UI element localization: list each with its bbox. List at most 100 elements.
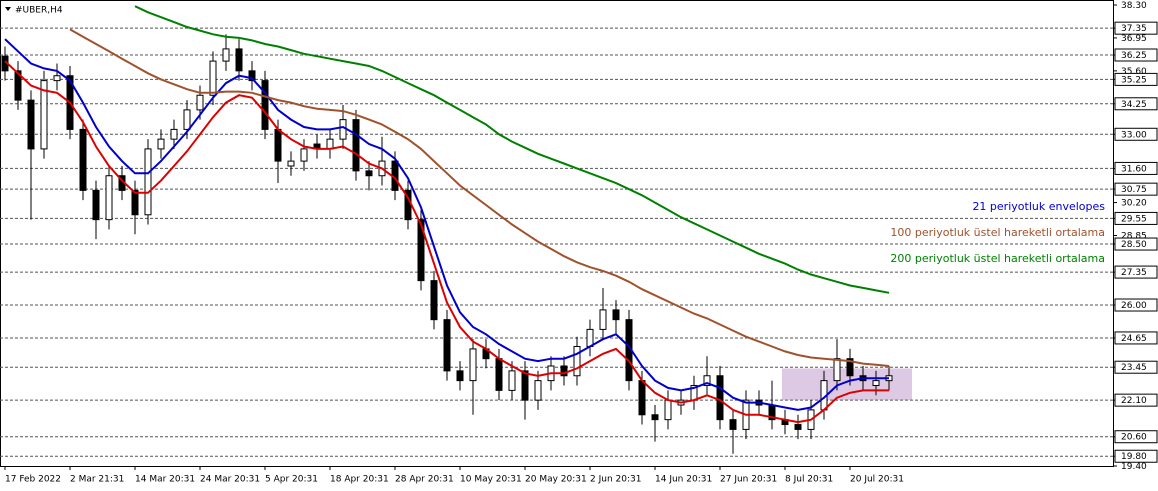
candle-body (92, 189, 100, 221)
y-tick-label: 22.10 (1121, 396, 1147, 406)
candle-body (599, 309, 607, 330)
candle-body (521, 370, 529, 401)
x-tick-label: 2 Jun 20:31 (590, 475, 641, 485)
candle-body (222, 48, 230, 62)
x-tick-label: 8 Jul 20:31 (785, 475, 833, 485)
series-line-lower (4, 60, 889, 424)
y-tick-label: 34.25 (1121, 100, 1147, 110)
y-tick-label: 36.25 (1121, 51, 1147, 61)
y-level-box (1114, 430, 1158, 444)
y-tick-label: 31.60 (1121, 164, 1147, 174)
y-level-box (1114, 161, 1158, 175)
candle-body (612, 309, 620, 321)
menu-arrow[interactable] (5, 7, 11, 11)
candle-body (157, 138, 165, 150)
y-level-box (1114, 331, 1158, 345)
y-level-box (1114, 48, 1158, 62)
candle-body (794, 424, 802, 430)
candle-body (365, 170, 373, 177)
candle-body (105, 175, 113, 221)
chart-title: #UBER,H4 (15, 6, 63, 16)
y-level-box (1114, 97, 1158, 111)
candle-body (235, 48, 243, 72)
candle-body (183, 109, 191, 130)
y-level-box (1114, 449, 1158, 463)
y-tick-label: 38.30 (1121, 1, 1147, 11)
candle-body (846, 358, 854, 377)
candle-body (716, 375, 724, 421)
candle-body (131, 189, 139, 216)
y-level-box (1114, 298, 1158, 312)
y-tick-label: 28.50 (1121, 240, 1147, 250)
candle-body (495, 358, 503, 391)
y-tick-label: 26.00 (1121, 301, 1147, 311)
y-level-box (1114, 182, 1158, 196)
candle-body (27, 99, 35, 150)
x-tick-label: 28 Apr 20:31 (395, 475, 454, 485)
candle-body (443, 319, 451, 372)
candle-body (703, 375, 711, 387)
candle-body (430, 280, 438, 321)
candle-body (586, 328, 594, 347)
x-tick-label: 20 Jul 20:31 (850, 475, 904, 485)
candle-body (14, 70, 22, 101)
candle-body (560, 365, 568, 377)
y-tick-label: 28.85 (1121, 232, 1147, 242)
plot-frame (0, 0, 1114, 467)
x-tick-label: 14 Jun 20:31 (655, 475, 712, 485)
candle-body (833, 358, 841, 382)
candle-body (573, 345, 581, 377)
y-level-box (1114, 265, 1158, 279)
y-tick-label: 23.45 (1121, 363, 1147, 373)
candle-body (469, 348, 477, 382)
candle-body (170, 128, 178, 140)
y-tick-label: 37.35 (1121, 24, 1147, 34)
y-tick-label: 30.20 (1121, 199, 1147, 209)
candle-body (144, 148, 152, 216)
candle-body (53, 75, 61, 82)
x-tick-label: 20 May 20:31 (525, 475, 587, 485)
candle-body (300, 148, 308, 162)
candle-body (209, 60, 217, 96)
y-tick-label: 35.60 (1121, 67, 1147, 77)
y-level-box (1114, 72, 1158, 86)
y-level-box (1114, 127, 1158, 141)
legend-label: 200 periyotluk üstel hareketli ortalama (890, 252, 1105, 265)
candle-body (40, 80, 48, 150)
y-tick-label: 27.35 (1121, 268, 1147, 278)
candle-body (274, 128, 282, 162)
candle-body (417, 219, 425, 282)
series-line (69, 28, 890, 367)
y-tick-label: 35.25 (1121, 75, 1147, 85)
candle-body (196, 94, 204, 111)
x-tick-label: 5 Apr 20:31 (265, 475, 318, 485)
x-tick-label: 27 Jun 20:31 (720, 475, 777, 485)
candle-body (456, 370, 464, 382)
series-line (4, 38, 889, 411)
y-tick-label: 19.40 (1121, 462, 1147, 472)
y-tick-label: 19.80 (1121, 452, 1147, 462)
y-tick-label: 36.95 (1121, 34, 1147, 44)
x-tick-label: 24 Mar 20:31 (200, 475, 260, 485)
x-tick-label: 14 Mar 20:31 (135, 475, 195, 485)
legend-label: 21 periyotluk envelopes (972, 200, 1105, 213)
candle-body (638, 380, 646, 416)
x-tick-label: 10 May 20:31 (460, 475, 522, 485)
candle-body (664, 399, 672, 421)
x-tick-label: 18 Apr 20:31 (330, 475, 389, 485)
legend-label: 100 periyotluk üstel hareketli ortalama (890, 226, 1105, 239)
series-line (134, 5, 890, 294)
y-tick-label: 30.75 (1121, 185, 1147, 195)
candle-body (248, 70, 256, 82)
candle-body (287, 160, 295, 167)
y-tick-label: 33.00 (1121, 130, 1147, 140)
y-level-box (1114, 21, 1158, 35)
candle-body (872, 380, 880, 387)
candle-body (508, 370, 516, 391)
candle-body (339, 119, 347, 140)
y-level-box (1114, 237, 1158, 251)
y-level-box (1114, 360, 1158, 374)
candle-body (534, 380, 542, 401)
y-tick-label: 29.55 (1121, 214, 1147, 224)
